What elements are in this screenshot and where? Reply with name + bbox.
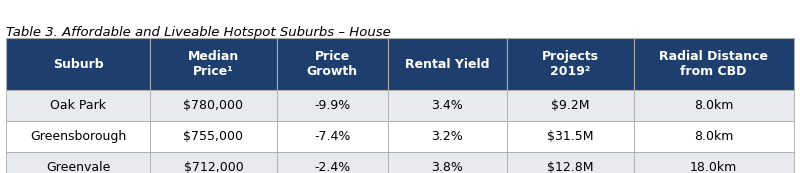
Bar — [277, 38, 388, 90]
Text: $31.5M: $31.5M — [547, 130, 594, 143]
Text: $712,000: $712,000 — [183, 161, 243, 173]
Text: Suburb: Suburb — [53, 57, 103, 71]
Bar — [506, 38, 634, 90]
Bar — [6, 38, 150, 90]
Text: $780,000: $780,000 — [183, 99, 243, 112]
Text: Table 3. Affordable and Liveable Hotspot Suburbs – House: Table 3. Affordable and Liveable Hotspot… — [6, 26, 390, 39]
Bar — [506, 121, 634, 152]
Bar — [6, 152, 150, 173]
Text: $755,000: $755,000 — [183, 130, 243, 143]
Bar — [388, 38, 506, 90]
Text: 3.2%: 3.2% — [431, 130, 463, 143]
Text: $9.2M: $9.2M — [551, 99, 590, 112]
Bar — [277, 90, 388, 121]
Bar — [634, 38, 794, 90]
Bar — [634, 90, 794, 121]
Text: -9.9%: -9.9% — [314, 99, 350, 112]
Text: 3.8%: 3.8% — [431, 161, 463, 173]
Text: 18.0km: 18.0km — [690, 161, 738, 173]
Text: Price
Growth: Price Growth — [306, 50, 358, 78]
Bar — [6, 121, 150, 152]
Bar — [388, 90, 506, 121]
Bar — [388, 152, 506, 173]
Bar — [6, 90, 150, 121]
Bar — [150, 90, 277, 121]
Text: Oak Park: Oak Park — [50, 99, 106, 112]
Text: Greenvale: Greenvale — [46, 161, 110, 173]
Text: -7.4%: -7.4% — [314, 130, 350, 143]
Bar — [150, 152, 277, 173]
Bar — [634, 121, 794, 152]
Text: Rental Yield: Rental Yield — [405, 57, 490, 71]
Text: 8.0km: 8.0km — [694, 99, 734, 112]
Text: Median
Price¹: Median Price¹ — [188, 50, 239, 78]
Bar — [506, 152, 634, 173]
Bar — [506, 90, 634, 121]
Bar — [277, 152, 388, 173]
Bar — [388, 121, 506, 152]
Bar — [634, 152, 794, 173]
Text: 8.0km: 8.0km — [694, 130, 734, 143]
Text: $12.8M: $12.8M — [547, 161, 594, 173]
Text: 3.4%: 3.4% — [431, 99, 463, 112]
Text: Radial Distance
from CBD: Radial Distance from CBD — [659, 50, 768, 78]
Bar — [277, 121, 388, 152]
Text: -2.4%: -2.4% — [314, 161, 350, 173]
Text: Greensborough: Greensborough — [30, 130, 126, 143]
Bar — [150, 38, 277, 90]
Bar — [150, 121, 277, 152]
Text: Projects
2019²: Projects 2019² — [542, 50, 598, 78]
